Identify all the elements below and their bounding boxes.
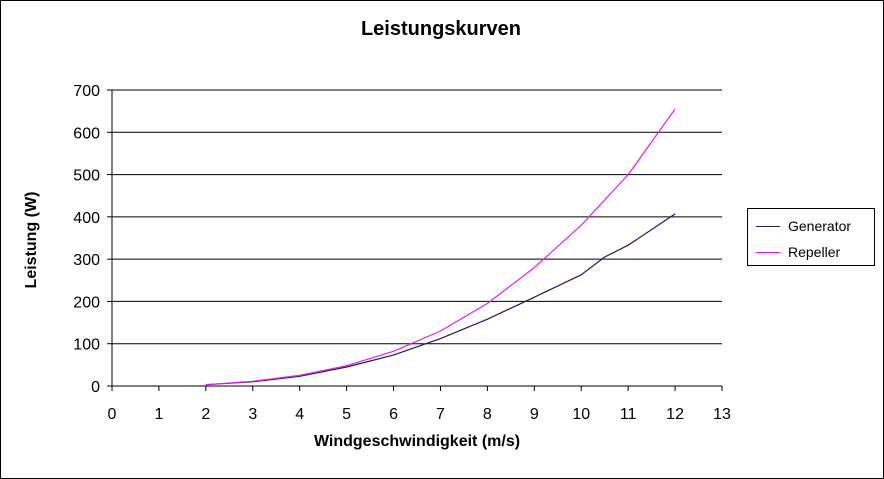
tick-label-y: 600 xyxy=(73,125,100,142)
tick-label-y: 0 xyxy=(91,379,100,396)
legend-item-generator: Generator xyxy=(756,217,851,235)
tick-label-x: 3 xyxy=(248,406,257,423)
y-axis-label: Leistung (W) xyxy=(23,191,40,289)
legend-item-repeller: Repeller xyxy=(756,243,840,261)
series-line-generator xyxy=(205,213,676,386)
tick-label-x: 7 xyxy=(436,406,445,423)
tick-label-x: 9 xyxy=(530,406,539,423)
x-axis-label: Windgeschwindigkeit (m/s) xyxy=(313,433,521,450)
legend-label-generator: Generator xyxy=(788,218,852,234)
series-line-repeller xyxy=(205,108,676,386)
legend-swatch-generator xyxy=(756,225,780,227)
tick-label-x: 1 xyxy=(154,406,163,423)
tick-label-x: 6 xyxy=(389,406,398,423)
tick-label-x: 5 xyxy=(342,406,351,423)
chart-title: Leistungskurven xyxy=(360,18,522,40)
legend-label-repeller: Repeller xyxy=(788,244,841,260)
legend: Generator Repeller xyxy=(747,208,875,266)
tick-label-y: 200 xyxy=(73,294,100,311)
tick-label-y: 500 xyxy=(73,168,100,185)
tick-label-x: 2 xyxy=(201,406,210,423)
tick-label-x: 11 xyxy=(620,406,637,423)
tick-label-y: 700 xyxy=(73,83,100,100)
tick-label-x: 10 xyxy=(572,406,590,423)
grid-lines xyxy=(112,89,722,345)
tick-label-x: 4 xyxy=(295,406,304,423)
legend-swatch-repeller xyxy=(756,251,780,253)
axes xyxy=(107,89,723,391)
tick-label-x: 0 xyxy=(108,406,117,423)
tick-label-y: 400 xyxy=(73,210,100,227)
tick-label-y: 300 xyxy=(73,252,100,269)
tick-label-x: 12 xyxy=(666,406,684,423)
tick-label-x: 13 xyxy=(713,406,731,423)
tick-label-x: 8 xyxy=(483,406,492,423)
tick-label-y: 100 xyxy=(73,337,100,354)
series-lines xyxy=(205,108,676,386)
